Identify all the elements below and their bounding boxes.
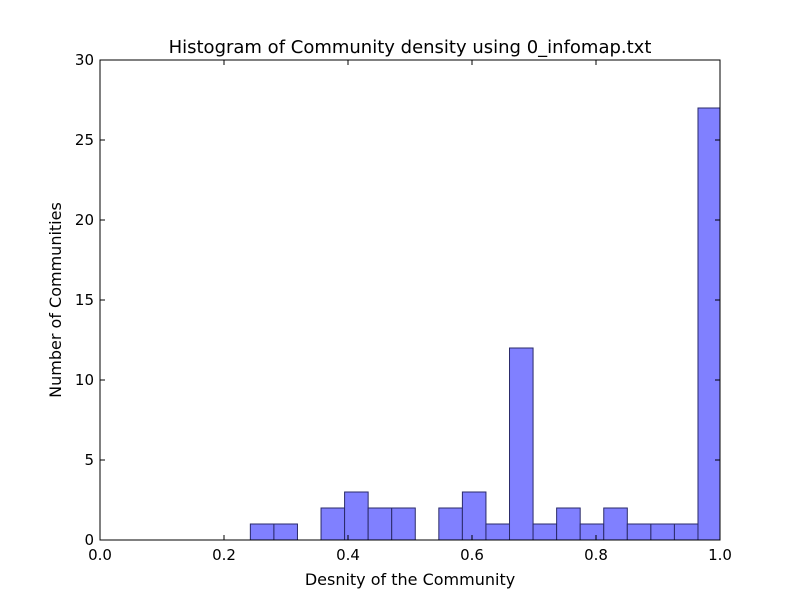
histogram-bar-17 — [697, 107, 721, 541]
plot-frame — [99, 59, 721, 541]
y-tick-label-5: 25 — [75, 131, 94, 149]
ticks-group: 0.0 0.2 0.4 0.6 0.8 1.0 0 5 10 15 20 25 30 — [75, 51, 732, 564]
histogram-bar-6 — [438, 507, 463, 541]
histogram-bar-1 — [273, 523, 298, 541]
histogram-bar-0 — [249, 523, 275, 541]
y-tick-label-6: 30 — [75, 51, 94, 69]
histogram-bar-7 — [461, 491, 487, 541]
x-axis-label: Desnity of the Community — [305, 570, 515, 589]
histogram-bar-16 — [673, 523, 699, 541]
y-tick-label-4: 20 — [75, 211, 94, 229]
histogram-bar-13 — [603, 507, 628, 541]
histogram-bar-14 — [626, 523, 652, 541]
histogram-bar-8 — [485, 523, 511, 541]
x-tick-label-2: 0.4 — [336, 546, 360, 564]
histogram-bar-4 — [367, 507, 393, 541]
histogram-bar-15 — [650, 523, 675, 541]
y-axis-label: Number of Communities — [46, 202, 65, 398]
histogram-bar-12 — [579, 523, 605, 541]
bars-group — [249, 107, 721, 541]
x-tick-label-1: 0.2 — [212, 546, 236, 564]
y-tick-label-3: 15 — [75, 291, 94, 309]
x-tick-label-4: 0.8 — [584, 546, 608, 564]
histogram-bar-2 — [320, 507, 346, 541]
x-tick-label-5: 1.0 — [708, 546, 732, 564]
y-tick-label-1: 5 — [84, 451, 94, 469]
x-tick-label-3: 0.6 — [460, 546, 484, 564]
histogram-bar-9 — [509, 347, 534, 541]
histogram-bar-5 — [391, 507, 416, 541]
histogram-bar-10 — [532, 523, 558, 541]
y-tick-label-2: 10 — [75, 371, 94, 389]
chart-title: Histogram of Community density using 0_i… — [169, 37, 652, 58]
histogram-bar-11 — [556, 507, 581, 541]
x-tick-label-0: 0.0 — [88, 546, 112, 564]
histogram-bar-3 — [344, 491, 369, 541]
y-tick-label-0: 0 — [84, 531, 94, 549]
